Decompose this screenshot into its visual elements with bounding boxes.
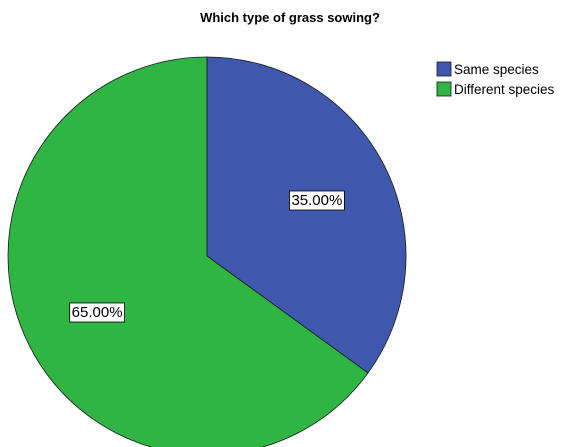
legend-item-different-species: Different species <box>436 81 555 97</box>
data-label-box <box>69 302 125 323</box>
legend-swatch <box>436 81 452 97</box>
legend-swatch <box>436 61 452 77</box>
legend-label: Different species <box>454 82 555 97</box>
chart-title: Which type of grass sowing? <box>200 10 380 25</box>
data-label-text: 35.00% <box>291 192 342 209</box>
pie-slice-same-species <box>206 56 407 374</box>
data-label-different-species: 65.00% <box>69 302 125 323</box>
legend-label: Same species <box>454 62 539 77</box>
data-label-text: 65.00% <box>72 304 123 321</box>
pie-slice-different-species <box>7 56 369 447</box>
data-label-box <box>289 190 345 211</box>
pie-slices <box>7 56 407 447</box>
pie-data-labels: 35.00% 65.00% <box>69 190 345 323</box>
data-label-same-species: 35.00% <box>289 190 345 211</box>
legend-item-same-species: Same species <box>436 61 539 77</box>
legend: Same species Different species <box>436 61 555 97</box>
